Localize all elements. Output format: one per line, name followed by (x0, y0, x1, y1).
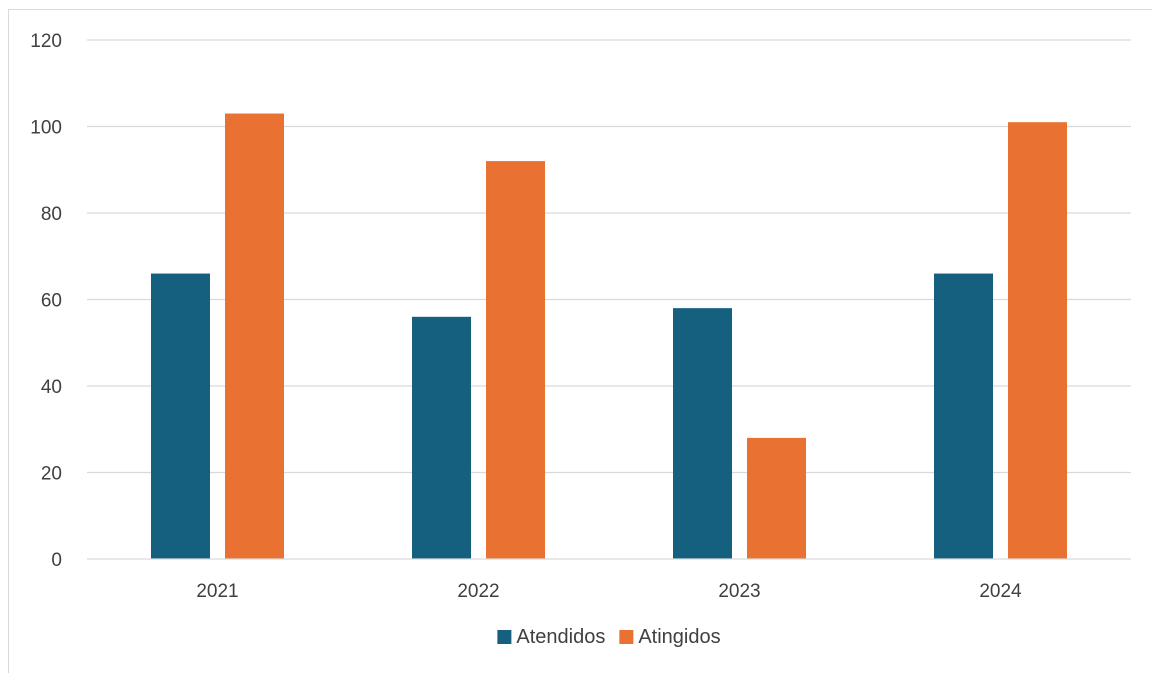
bar-atendidos-2023 (673, 308, 732, 559)
bar-atendidos-2021 (151, 273, 210, 559)
chart-frame (8, 9, 1152, 673)
legend: Atendidos Atingidos (497, 626, 721, 648)
legend-label-atendidos: Atendidos (516, 626, 605, 648)
legend-item-atendidos: Atendidos (497, 626, 605, 648)
bar-atingidos-2022 (486, 161, 545, 559)
bar-atendidos-2022 (412, 316, 471, 559)
legend-item-atingidos: Atingidos (619, 626, 721, 648)
y-tick-label-100: 100 (30, 118, 62, 139)
x-tick-label-2023: 2023 (718, 581, 760, 602)
bar-atingidos-2021 (225, 113, 284, 560)
y-tick-label-80: 80 (41, 204, 62, 225)
bars (151, 113, 1067, 560)
x-tick-label-2024: 2024 (979, 581, 1022, 602)
y-tick-label-120: 120 (30, 31, 62, 52)
x-tick-label-2021: 2021 (196, 581, 238, 602)
legend-swatch-atendidos (497, 630, 512, 644)
bar-atingidos-2024 (1008, 122, 1067, 560)
bar-atingidos-2023 (747, 437, 806, 559)
y-axis-ticks: 0 20 40 60 80 100 120 (30, 31, 62, 571)
legend-swatch-atingidos (619, 630, 634, 644)
x-axis-ticks: 2021 2022 2023 2024 (196, 581, 1022, 602)
legend-label-atingidos: Atingidos (638, 626, 720, 648)
x-tick-label-2022: 2022 (457, 581, 499, 602)
y-tick-label-0: 0 (51, 550, 62, 571)
y-tick-label-40: 40 (41, 377, 62, 398)
y-tick-label-60: 60 (41, 291, 62, 312)
y-tick-label-20: 20 (41, 464, 62, 485)
bar-atendidos-2024 (934, 273, 993, 559)
